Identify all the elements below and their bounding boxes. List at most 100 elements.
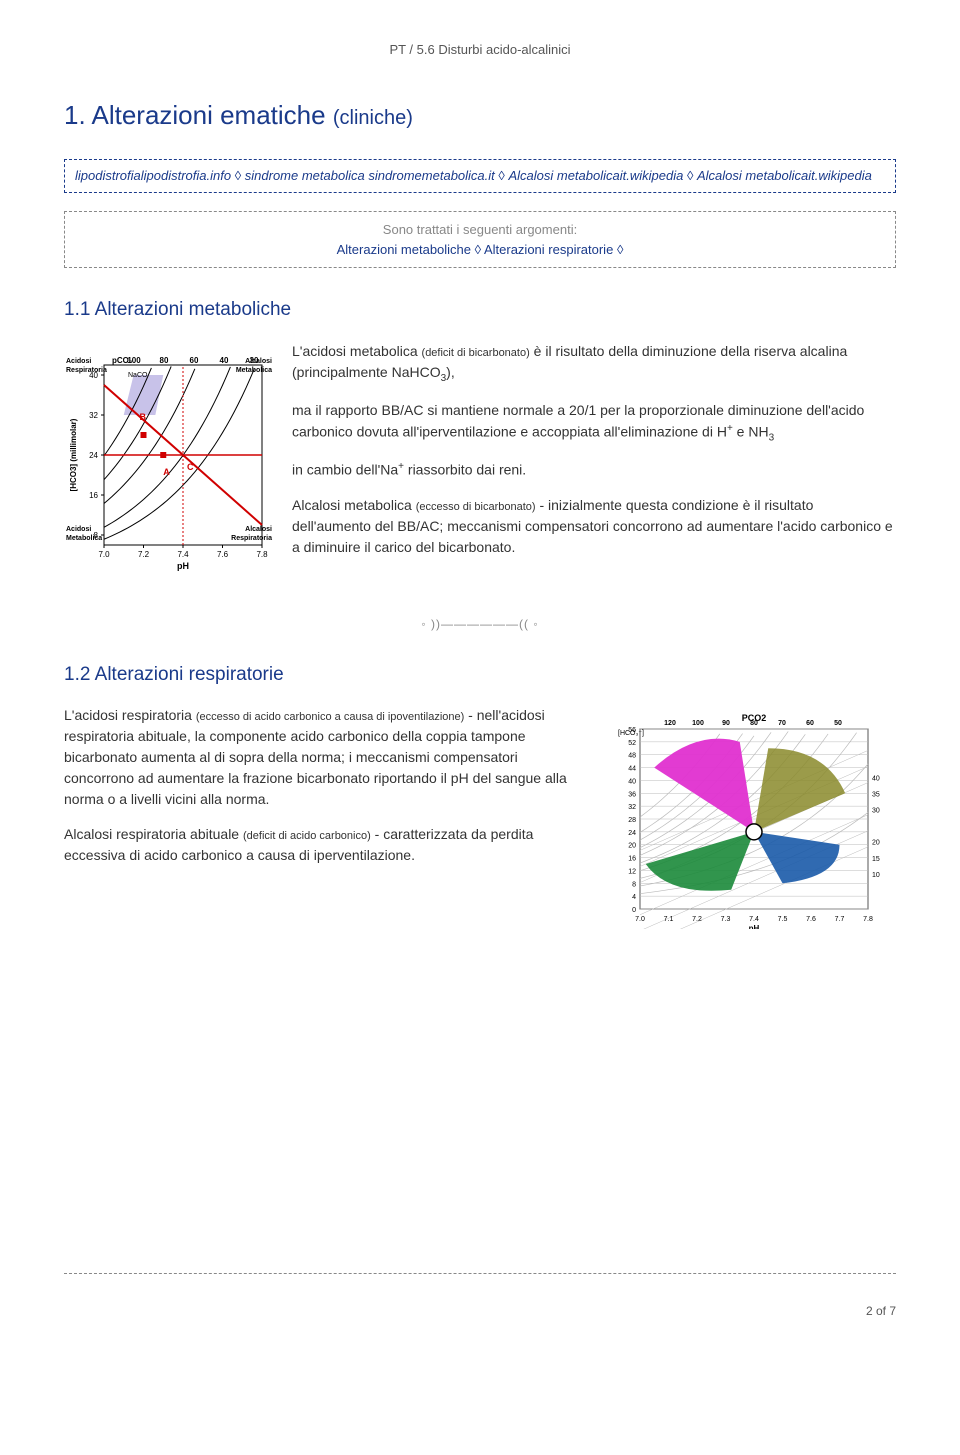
svg-text:NaCO: NaCO (128, 372, 148, 379)
svg-text:Alcalosi: Alcalosi (245, 526, 272, 533)
separator-icon: ◊ (498, 168, 508, 183)
text-small: (deficit di bicarbonato) (422, 347, 530, 359)
svg-text:C: C (187, 462, 194, 472)
svg-text:10: 10 (872, 872, 880, 879)
svg-text:44: 44 (628, 766, 636, 773)
section-1-2-heading: 1.2 Alterazioni respiratorie (64, 661, 896, 690)
h1-title: Alterazioni ematiche (91, 100, 325, 130)
svg-text:15: 15 (872, 856, 880, 863)
svg-text:4: 4 (632, 894, 636, 901)
pco2-regions-diagram-svg: 0481216202428323640444852561015203035407… (606, 709, 896, 929)
svg-text:7.3: 7.3 (721, 916, 731, 923)
text: e NH (733, 423, 769, 439)
text: riassorbito dai reni. (404, 462, 526, 478)
svg-text:0: 0 (632, 907, 636, 914)
svg-text:7.2: 7.2 (692, 916, 702, 923)
section-1-1-heading: 1.1 Alterazioni metaboliche (64, 296, 896, 325)
svg-text:70: 70 (778, 720, 786, 727)
svg-text:7.6: 7.6 (217, 550, 229, 559)
svg-text:7.0: 7.0 (635, 916, 645, 923)
svg-text:50: 50 (834, 720, 842, 727)
section-separator-icon: ◦ ))——————(( ◦ (64, 615, 896, 633)
svg-text:24: 24 (628, 830, 636, 837)
link-sindrome-metabolica[interactable]: sindrome metabolica sindromemetabolica.i… (245, 168, 495, 183)
svg-text:20: 20 (628, 843, 636, 850)
topic-link-metaboliche[interactable]: Alterazioni metaboliche (337, 242, 471, 257)
svg-text:7.4: 7.4 (177, 550, 189, 559)
link-alcalosi-1[interactable]: Alcalosi metabolicait.wikipedia (508, 168, 683, 183)
reference-links-box: lipodistrofialipodistrofia.info ◊ sindro… (64, 159, 896, 194)
svg-text:30: 30 (872, 808, 880, 815)
svg-text:7.1: 7.1 (664, 916, 674, 923)
h1-paren: (cliniche) (333, 107, 413, 129)
text: Alcalosi metabolica (292, 497, 416, 513)
svg-text:40: 40 (220, 356, 229, 365)
svg-text:100: 100 (692, 720, 704, 727)
main-heading: 1. Alterazioni ematiche (cliniche) (64, 96, 896, 135)
svg-text:8: 8 (632, 882, 636, 889)
separator-icon: ◊ (617, 242, 623, 257)
svg-text:pH: pH (177, 561, 189, 571)
svg-text:16: 16 (89, 491, 98, 500)
svg-text:Acidosi: Acidosi (66, 358, 91, 365)
svg-text:Alcalosi: Alcalosi (245, 358, 272, 365)
text: L'acidosi metabolica (292, 343, 422, 359)
text-small: (deficit di acido carbonico) (243, 830, 371, 842)
separator-icon: ◊ (687, 168, 697, 183)
svg-text:Metabolica: Metabolica (66, 535, 102, 542)
svg-text:pCO₂: pCO₂ (112, 356, 133, 365)
svg-text:32: 32 (89, 411, 98, 420)
text-small: (eccesso di bicarbonato) (416, 501, 536, 513)
svg-text:pH: pH (749, 924, 760, 929)
svg-text:120: 120 (664, 720, 676, 727)
svg-text:52: 52 (628, 740, 636, 747)
svg-text:7.5: 7.5 (778, 916, 788, 923)
svg-text:7.2: 7.2 (138, 550, 150, 559)
svg-text:A: A (163, 467, 170, 477)
svg-text:B: B (140, 412, 147, 422)
svg-text:7.8: 7.8 (863, 916, 873, 923)
svg-text:Respiratoria: Respiratoria (66, 367, 107, 374)
svg-text:60: 60 (190, 356, 199, 365)
topic-link-respiratorie[interactable]: Alterazioni respiratorie (484, 242, 613, 257)
text: Alcalosi respiratoria abituale (64, 826, 243, 842)
topics-intro: Sono trattati i seguenti argomenti: (77, 220, 883, 240)
svg-text:12: 12 (628, 869, 636, 876)
pco2-regions-diagram: 0481216202428323640444852561015203035407… (606, 709, 896, 935)
svg-text:PCO2: PCO2 (742, 713, 767, 723)
svg-text:48: 48 (628, 753, 636, 760)
link-lipodistrofia[interactable]: lipodistrofialipodistrofia.info (75, 168, 231, 183)
separator-icon: ◊ (235, 168, 245, 183)
page-footer: 2 of 7 (64, 1273, 896, 1290)
svg-text:Metabolica: Metabolica (236, 367, 272, 374)
topics-box: Sono trattati i seguenti argomenti: Alte… (64, 211, 896, 268)
section-1-2-body: 0481216202428323640444852561015203035407… (64, 705, 896, 943)
svg-text:40: 40 (628, 779, 636, 786)
svg-text:60: 60 (806, 720, 814, 727)
svg-text:36: 36 (628, 792, 636, 799)
svg-text:[HCO₃⁻]: [HCO₃⁻] (618, 730, 644, 737)
link-alcalosi-2[interactable]: Alcalosi metabolicait.wikipedia (697, 168, 872, 183)
text: in cambio dell'Na (292, 462, 398, 478)
svg-text:7.0: 7.0 (98, 550, 110, 559)
page-number: 2 of 7 (866, 1302, 896, 1320)
svg-text:40: 40 (872, 776, 880, 783)
separator-icon: ◊ (475, 242, 484, 257)
svg-text:7.7: 7.7 (835, 916, 845, 923)
svg-text:28: 28 (628, 817, 636, 824)
section-1-1-body: BAC8162432407.07.27.47.67.810080604030pC… (64, 341, 896, 587)
svg-text:20: 20 (872, 840, 880, 847)
svg-text:16: 16 (628, 856, 636, 863)
svg-text:90: 90 (722, 720, 730, 727)
davenport-diagram: BAC8162432407.07.27.47.67.810080604030pC… (64, 345, 274, 579)
svg-text:7.6: 7.6 (806, 916, 816, 923)
svg-text:32: 32 (628, 804, 636, 811)
svg-text:7.8: 7.8 (256, 550, 268, 559)
text: ma il rapporto BB/AC si mantiene normale… (292, 402, 864, 440)
text: L'acidosi respiratoria (64, 707, 196, 723)
text: ), (446, 364, 455, 380)
svg-text:[HCO3] (millimolar): [HCO3] (millimolar) (69, 418, 78, 491)
svg-text:Respiratoria: Respiratoria (231, 535, 272, 542)
h1-number: 1. (64, 100, 86, 130)
svg-text:24: 24 (89, 451, 98, 460)
